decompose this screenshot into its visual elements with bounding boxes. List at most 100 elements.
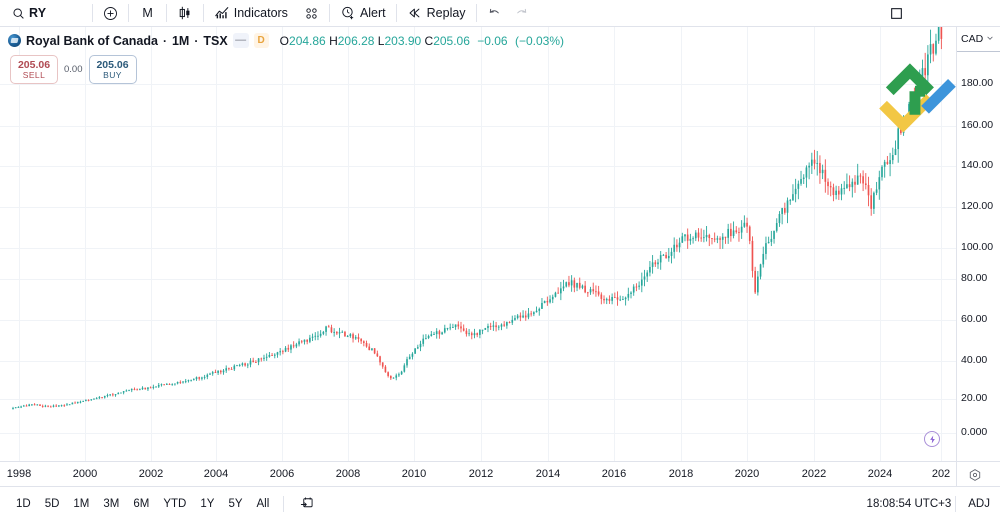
alert-label: Alert (359, 6, 386, 20)
symbol-label: RY (29, 6, 47, 20)
bottom-divider (955, 495, 957, 512)
price-tick: 80.00 (961, 272, 988, 284)
fullscreen-square-icon (889, 6, 904, 21)
close-value: 205.06 (433, 33, 470, 48)
chart-pane[interactable] (0, 27, 956, 461)
go-to-date-icon (300, 495, 315, 513)
time-tick: 2004 (203, 468, 229, 480)
bottom-bar: 1D 5D 1M 3M 6M YTD 1Y 5Y All 18:08:54 UTC+3 ADJ (0, 486, 1000, 520)
range-button-6m[interactable]: 6M (133, 497, 150, 510)
time-tick: 2020 (734, 468, 760, 480)
gridline-horizontal (0, 433, 956, 434)
gridline-vertical (681, 27, 682, 461)
gridline-vertical (880, 27, 881, 461)
range-button-all[interactable]: All (256, 497, 270, 510)
price-tick: 160.00 (961, 119, 994, 131)
gridline-horizontal (0, 248, 956, 249)
time-tick: 2016 (601, 468, 627, 480)
bottom-divider (283, 495, 285, 512)
price-tick: 0.000 (961, 426, 988, 438)
alert-button[interactable]: Alert (334, 2, 392, 24)
interval-label: M (142, 6, 153, 20)
legend-ohlc: O204.86 H206.28 L203.90 C205.06 −0.06 (−… (280, 34, 564, 48)
gridline-horizontal (0, 279, 956, 280)
price-axis[interactable]: CAD 180.00 160.00 140.00 120.00 100.00 80.00 6… (956, 27, 1000, 461)
indicators-button[interactable]: Indicators (208, 2, 294, 24)
gridline-horizontal (0, 126, 956, 127)
lightning-bolt-icon[interactable] (924, 431, 940, 447)
toolbar-divider (165, 4, 167, 22)
adjustment-toggle[interactable]: ADJ (968, 497, 990, 510)
redo-arrow-icon (514, 6, 529, 21)
range-button-5y[interactable]: 5Y (228, 497, 243, 510)
legend-title: Royal Bank of Canada (26, 33, 158, 48)
time-axis[interactable]: 1998 2000 2002 2004 2006 2008 2010 2012 2014 2016… (0, 461, 1000, 487)
range-button-3m[interactable]: 3M (103, 497, 120, 510)
gridline-vertical (216, 27, 217, 461)
undo-arrow-icon (487, 6, 502, 21)
toolbar-divider (92, 4, 94, 22)
gridline-vertical (151, 27, 152, 461)
sell-button[interactable]: 205.06 SELL (10, 55, 58, 84)
change-percent: (−0.03%) (514, 33, 564, 48)
range-button-5d[interactable]: 5D (44, 497, 60, 510)
indicators-label: Indicators (233, 6, 288, 20)
gridline-vertical (614, 27, 615, 461)
price-tick: 20.00 (961, 392, 988, 404)
replay-label: Replay (426, 6, 466, 20)
symbol-search-button[interactable]: RY (6, 2, 52, 24)
range-button-1y[interactable]: 1Y (200, 497, 215, 510)
time-tick: 2006 (269, 468, 295, 480)
price-tick: 60.00 (961, 313, 988, 325)
replay-button[interactable]: Replay (401, 2, 472, 24)
change-value: −0.06 (477, 33, 508, 48)
range-button-ytd[interactable]: YTD (163, 497, 187, 510)
range-button-1m[interactable]: 1M (73, 497, 90, 510)
gridline-vertical (282, 27, 283, 461)
range-selector-group: 1D 5D 1M 3M 6M YTD 1Y 5Y All (8, 495, 275, 513)
gridline-vertical (548, 27, 549, 461)
go-to-date-button[interactable] (294, 492, 321, 516)
add-symbol-button[interactable] (97, 2, 124, 24)
fullscreen-button[interactable] (883, 2, 910, 24)
low-label: L (377, 33, 385, 48)
indicators-icon (214, 5, 230, 21)
time-tick: 2018 (668, 468, 694, 480)
time-tick: 2012 (468, 468, 494, 480)
crosshair-target-icon[interactable] (967, 467, 982, 482)
layouts-button[interactable] (298, 2, 325, 24)
redo-button[interactable] (508, 2, 535, 24)
gridline-horizontal (0, 207, 956, 208)
time-tick: 2002 (138, 468, 164, 480)
gridline-vertical (814, 27, 815, 461)
gridline-horizontal (0, 399, 956, 400)
range-button-1d[interactable]: 1D (16, 497, 31, 510)
buy-button[interactable]: 205.06 BUY (88, 55, 137, 84)
legend-interval: 1M (171, 33, 190, 48)
time-axis-divider (956, 462, 957, 487)
candlestick-series (12, 27, 943, 410)
toolbar-divider (328, 4, 330, 22)
gridline-vertical (348, 27, 349, 461)
gridline-horizontal (0, 320, 956, 321)
buy-label: BUY (103, 69, 122, 80)
gridline-vertical (414, 27, 415, 461)
price-tick: 100.00 (961, 241, 994, 253)
chart-style-button[interactable] (171, 2, 199, 24)
currency-underline (957, 51, 1000, 52)
alarm-clock-plus-icon (340, 5, 356, 21)
clock-label[interactable]: 18:08:54 UTC+3 (866, 497, 952, 510)
open-label: O (279, 33, 290, 48)
gridline-horizontal (0, 166, 956, 167)
close-label: C (424, 33, 434, 48)
price-tick: 140.00 (961, 159, 994, 171)
currency-selector[interactable]: CAD (961, 31, 994, 47)
currency-label: CAD (961, 33, 984, 45)
undo-button[interactable] (481, 2, 508, 24)
gridline-horizontal (0, 84, 956, 85)
time-tick: 2008 (335, 468, 361, 480)
interval-button[interactable]: M (133, 2, 161, 24)
symbol-legend[interactable]: Royal Bank of Canada · 1M · TSX — D O204… (8, 33, 564, 48)
chevron-down-icon (986, 33, 994, 45)
